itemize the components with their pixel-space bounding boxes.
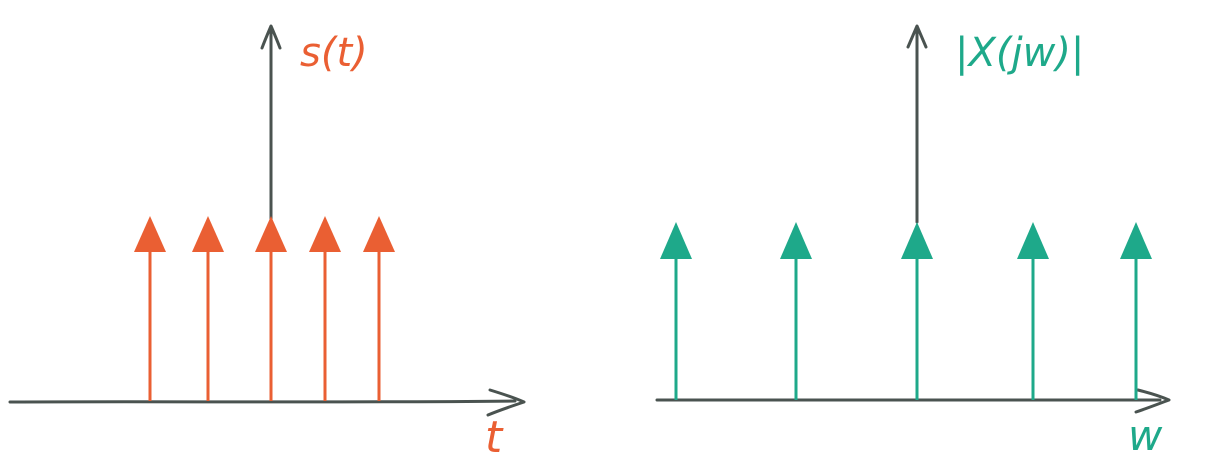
left-impulse <box>309 216 341 401</box>
right-x-label: w <box>1128 411 1163 460</box>
right-impulse-arrowhead <box>1017 222 1049 259</box>
right-y-label: |X(jw)| <box>955 30 1084 76</box>
right-impulse <box>1120 222 1152 400</box>
left-y-axis-arrowhead <box>260 24 282 50</box>
left-x-axis <box>8 399 517 404</box>
left-x-label: t <box>485 412 504 463</box>
left-impulse-arrowhead <box>134 216 166 252</box>
right-impulse <box>1017 222 1049 400</box>
right-impulse <box>780 222 812 400</box>
right-impulse-arrowhead <box>780 222 812 259</box>
left-impulse-arrowhead <box>363 216 395 252</box>
right-impulse-arrowhead <box>901 222 933 259</box>
right-panel: |X(jw)| w <box>655 24 1171 460</box>
left-impulse <box>192 216 224 401</box>
left-impulse-arrowhead <box>309 216 341 252</box>
left-impulse-arrowhead <box>255 216 287 252</box>
right-impulse <box>660 222 692 400</box>
right-impulse-arrowhead <box>1120 222 1152 259</box>
right-x-axis <box>655 398 1162 402</box>
left-impulse <box>363 216 395 401</box>
right-impulse <box>901 222 933 400</box>
left-impulse-arrowhead <box>192 216 224 252</box>
left-x-axis-arrowhead <box>486 388 526 417</box>
right-y-axis-arrowhead <box>906 24 928 49</box>
right-x-axis-arrowhead <box>1134 388 1171 414</box>
left-impulse <box>134 216 166 401</box>
left-impulse <box>255 216 287 401</box>
right-impulse-arrowhead <box>660 222 692 259</box>
left-y-label: s(t) <box>300 30 368 76</box>
left-panel: s(t) t <box>8 24 526 463</box>
